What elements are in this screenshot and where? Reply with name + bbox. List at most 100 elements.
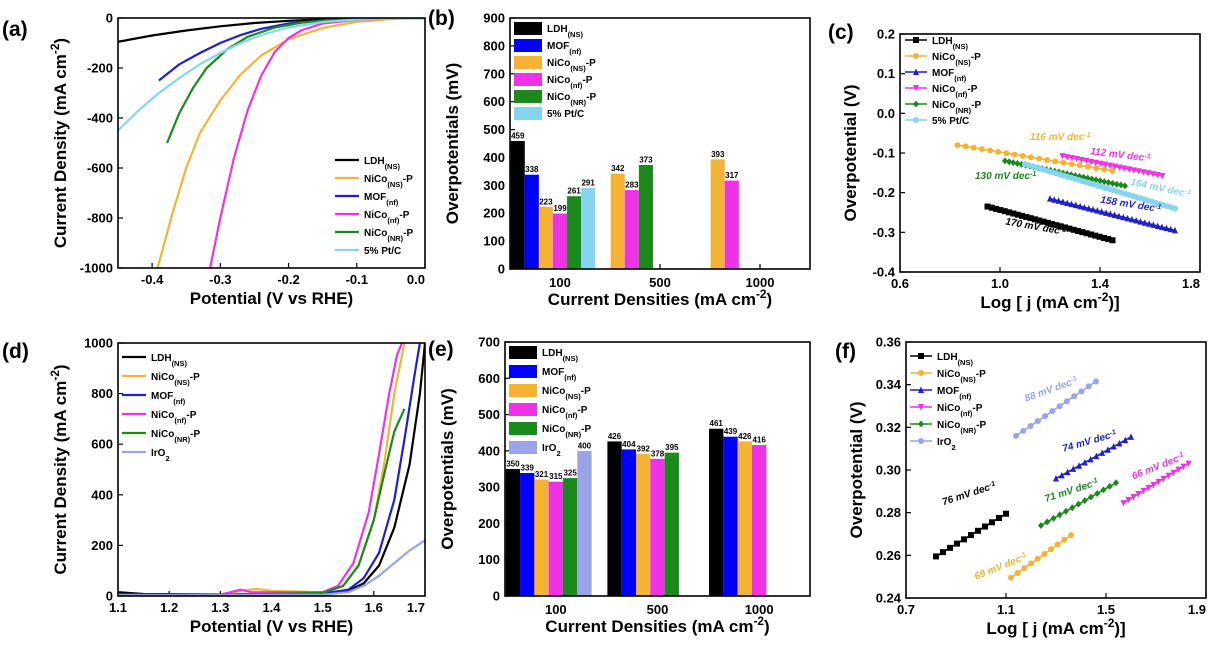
- data-point: [1049, 220, 1056, 227]
- bar: [510, 140, 525, 269]
- bar: [520, 472, 535, 596]
- panel-label: (a): [2, 18, 28, 41]
- series-line: [118, 343, 404, 596]
- legend-marker: [918, 420, 924, 428]
- legend-text-base: NiCo: [932, 52, 955, 63]
- legend-swatch: [509, 403, 537, 416]
- data-point: [1068, 532, 1074, 539]
- y-axis-label: Current Density (mA cm-2): [48, 364, 70, 574]
- x-axis-label: Log [ j (mA cm-2)]: [980, 290, 1119, 312]
- data-point: [1064, 154, 1071, 161]
- data-point: [1093, 165, 1100, 172]
- data-point: [1068, 200, 1075, 208]
- y-tick-label: 600: [483, 94, 505, 109]
- data-point: [1056, 403, 1063, 410]
- bar: [624, 190, 639, 269]
- data-point: [1088, 158, 1095, 166]
- y-tick-label: 0.24: [876, 591, 902, 606]
- label-part: ): [767, 290, 773, 309]
- slope-superscript: -1: [1144, 152, 1151, 160]
- data-point: [1090, 206, 1097, 213]
- data-point: [1034, 555, 1041, 562]
- data-point: [1076, 462, 1083, 469]
- y-tick-label: 200: [478, 516, 500, 531]
- legend-swatch: [514, 39, 542, 52]
- legend-text-sub: (NS): [172, 359, 188, 368]
- data-point: [1093, 378, 1099, 385]
- label-superscript: -2: [1098, 290, 1109, 304]
- x-axis-label: Log [ j (mA cm-2)]: [986, 616, 1125, 638]
- bar-value-label: 261: [567, 187, 581, 196]
- data-point: [1107, 210, 1114, 217]
- data-point: [933, 553, 939, 560]
- y-tick-label: 200: [483, 206, 505, 221]
- legend-text-sub: (NS): [958, 358, 974, 367]
- data-point: [1096, 233, 1103, 240]
- slope-annotation: 69 mV dec-1: [973, 551, 1029, 583]
- legend-text-suffix: -P: [399, 210, 409, 221]
- data-point: [1115, 212, 1122, 220]
- x-tick-label: 1.1: [109, 600, 127, 615]
- legend-text-suffix: -P: [577, 405, 587, 416]
- legend-marker: [913, 68, 919, 75]
- y-tick-label: -400: [87, 111, 113, 126]
- data-point: [1008, 574, 1014, 581]
- data-point: [1120, 500, 1127, 507]
- legend-text-sub: (NS): [174, 378, 190, 387]
- y-axis-label: Overpotential (V): [841, 85, 860, 222]
- data-point: [1063, 507, 1069, 515]
- data-point: [1087, 455, 1094, 463]
- slope-superscript: -1: [1059, 226, 1066, 234]
- data-point: [1160, 475, 1167, 483]
- data-point: [1130, 493, 1137, 501]
- y-axis-label: Current Density (mA cm-2): [48, 38, 70, 248]
- slope-superscript: -1: [1070, 375, 1078, 384]
- legend-text-base: IrO: [542, 443, 557, 454]
- data-point: [988, 204, 995, 211]
- bar-value-label: 392: [637, 444, 651, 453]
- bar-value-label: 199: [553, 204, 567, 213]
- data-point: [1038, 521, 1044, 529]
- bar-value-label: 339: [521, 463, 535, 472]
- data-point: [954, 540, 960, 547]
- label-part: Current Density (mA cm: [51, 381, 70, 575]
- legend-text-sub: (NR): [960, 426, 976, 435]
- y-tick-label: -0.3: [873, 225, 895, 240]
- y-tick-label: -600: [87, 161, 113, 176]
- data-point: [1094, 489, 1101, 497]
- legend-text-base: NiCo: [542, 424, 565, 435]
- label-part: Current Density (mA cm: [51, 54, 70, 248]
- x-tick-label: 0.6: [891, 276, 909, 291]
- plot-area: [118, 343, 425, 596]
- x-tick-label: -0.2: [277, 272, 299, 287]
- slope-annotation: 66 mV dec-1: [1130, 451, 1186, 483]
- y-tick-label: 500: [483, 122, 505, 137]
- legend-text-base: MOF: [151, 391, 173, 402]
- data-point: [1053, 222, 1060, 229]
- series-line: [118, 539, 425, 596]
- data-point: [1098, 208, 1105, 215]
- bar-value-label: 378: [651, 449, 665, 458]
- panel-label: (c): [828, 21, 854, 44]
- legend-entry: NiCo(NR)-P: [937, 420, 987, 435]
- data-point: [975, 527, 981, 534]
- data-point: [1170, 469, 1177, 477]
- series-line: [209, 18, 425, 268]
- panel-f: (f) 0.24 0.26 0.28 0.30 0.32 0.34 0.36 0.7 1.1 1.5…: [835, 335, 1207, 638]
- legend-entry: NiCo(nf)-P: [937, 403, 983, 418]
- legend-text-suffix: -P: [403, 174, 413, 185]
- bar: [607, 441, 622, 596]
- legend-text-sub: (NR): [387, 234, 403, 243]
- legend-swatch: [514, 56, 542, 69]
- data-point: [1145, 170, 1152, 177]
- data-point: [1047, 195, 1053, 202]
- data-point: [1088, 493, 1094, 501]
- x-tick-label: 1.4: [1091, 276, 1110, 291]
- bar-value-label: 338: [525, 165, 539, 174]
- data-point: [1041, 551, 1048, 558]
- bar: [650, 458, 665, 596]
- y-tick-label: 100: [478, 552, 500, 567]
- legend-marker: [913, 117, 919, 123]
- bar-value-label: 404: [622, 440, 636, 449]
- data-point: [1034, 418, 1041, 425]
